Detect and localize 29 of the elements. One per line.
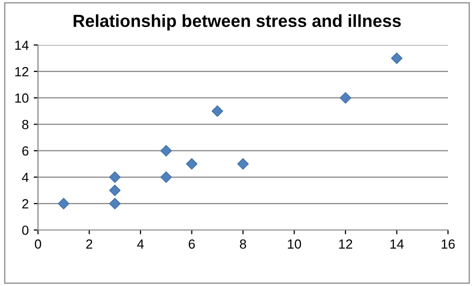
x-tick-label: 10 bbox=[288, 239, 302, 249]
point bbox=[237, 158, 249, 170]
x-tick-label: 8 bbox=[240, 239, 246, 249]
y-tick-label: 14 bbox=[15, 40, 29, 50]
y-tick-label: 10 bbox=[15, 93, 28, 103]
y-tick-label: 2 bbox=[22, 199, 28, 208]
y-tick-label: 6 bbox=[22, 146, 28, 156]
x-tick-label: 0 bbox=[34, 239, 42, 249]
point bbox=[109, 171, 121, 183]
y-tick-label: 4 bbox=[22, 172, 29, 182]
x-tick-label: 12 bbox=[339, 239, 352, 249]
point bbox=[160, 144, 172, 156]
x-tick-label: 4 bbox=[137, 240, 144, 249]
point bbox=[391, 52, 402, 64]
point bbox=[186, 158, 198, 170]
y-tick-label: 0 bbox=[22, 226, 28, 235]
y-tick-label: 8 bbox=[22, 120, 28, 130]
point bbox=[160, 171, 172, 183]
y-tick-label: 12 bbox=[15, 66, 28, 76]
x-tick-label: 16 bbox=[442, 239, 455, 249]
x-tick-label: 6 bbox=[188, 239, 195, 249]
x-tick-label: 14 bbox=[390, 240, 404, 249]
point bbox=[340, 92, 352, 104]
point bbox=[109, 198, 121, 210]
x-tick-label: 2 bbox=[86, 239, 92, 249]
point bbox=[58, 198, 70, 210]
point bbox=[212, 105, 224, 117]
point bbox=[109, 184, 121, 196]
chart-title: Relationship between stress and illness bbox=[74, 14, 401, 30]
